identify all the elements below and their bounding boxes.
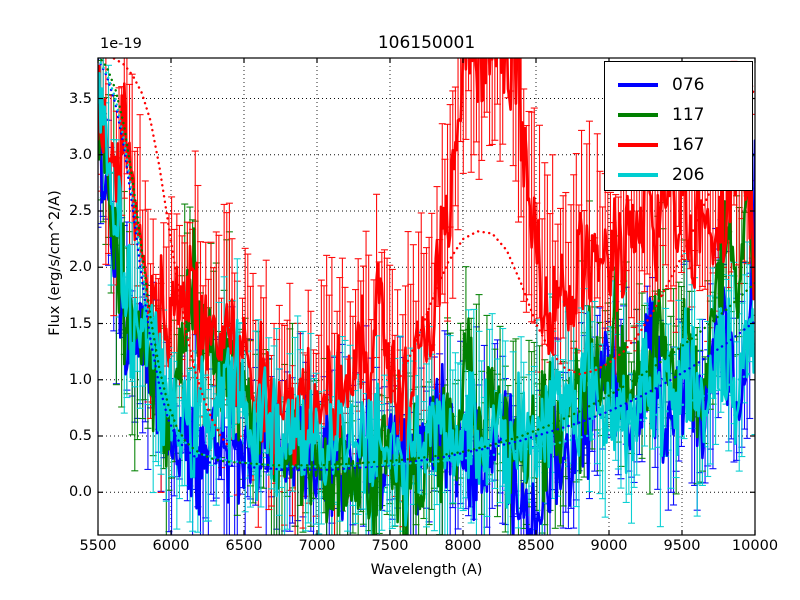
model-curve-076-model [98, 58, 755, 471]
legend-label-167: 167 [672, 134, 705, 155]
x-tick-label: 6500 [225, 538, 263, 554]
legend-swatch-117 [618, 113, 658, 117]
legend-swatch-076 [618, 83, 658, 87]
legend-item[interactable]: 076 [605, 70, 752, 100]
legend: 076 117 167 206 [604, 61, 753, 191]
x-tick-label: 9500 [663, 538, 701, 554]
x-tick-label: 5500 [79, 538, 117, 554]
y-axis-tick-labels: 0.0 0.5 1.0 1.5 2.0 2.5 3.0 3.5 [32, 0, 92, 600]
x-tick-label: 6000 [152, 538, 190, 554]
y-tick-label: 1.5 [68, 315, 92, 332]
x-axis-tick-labels: 5500 6000 6500 7000 7500 8000 8500 9000 9500 1000… [0, 538, 800, 568]
legend-item[interactable]: 206 [605, 160, 752, 190]
x-tick-label: 9000 [590, 538, 628, 554]
legend-item[interactable]: 167 [605, 130, 752, 160]
legend-label-076: 076 [672, 74, 705, 95]
y-tick-label: 1.0 [68, 371, 92, 388]
model-curve-206-model [98, 58, 755, 468]
y-tick-label: 2.5 [68, 203, 92, 219]
legend-swatch-167 [618, 143, 658, 147]
model-curve-167-model [109, 58, 231, 449]
axes-frame [97, 57, 756, 536]
x-tick-label: 8500 [517, 538, 555, 554]
x-tick-label: 7500 [371, 538, 409, 554]
x-axis-label: Wavelength (A) [370, 562, 483, 578]
y-tick-label: 3.5 [68, 90, 92, 107]
y-tick-label: 0.5 [68, 428, 92, 444]
y-tick-label: 2.0 [68, 259, 92, 276]
plot-title: 106150001 [377, 33, 476, 53]
x-tick-label: 8000 [444, 538, 482, 554]
model-curve-117-model [98, 58, 755, 467]
y-tick-label: 0.0 [68, 484, 92, 501]
y-axis-offset-label: 1e-19 [100, 36, 142, 52]
legend-label-206: 206 [672, 164, 705, 185]
legend-item[interactable]: 117 [605, 100, 752, 130]
y-tick-label: 3.0 [68, 146, 92, 163]
x-tick-label: 7000 [298, 538, 336, 554]
x-tick-label: 10000 [731, 538, 779, 554]
legend-swatch-206 [618, 173, 658, 177]
model-curve-167-model [391, 86, 755, 393]
legend-label-117: 117 [672, 104, 705, 125]
series-line-206 [98, 72, 755, 527]
